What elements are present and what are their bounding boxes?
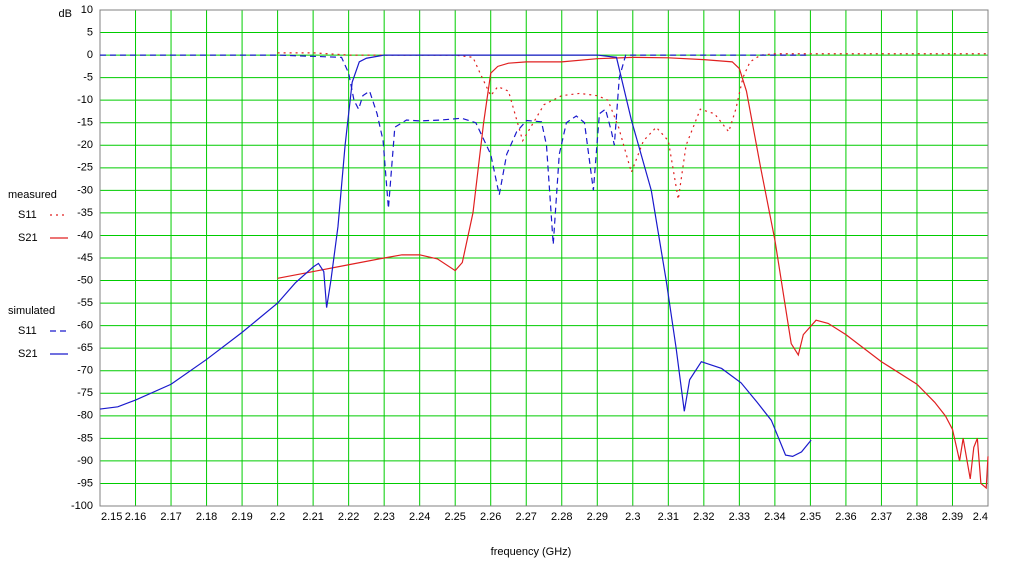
legend-label: S21 (18, 348, 38, 360)
x-tick-label: 2.3 (625, 511, 640, 523)
x-tick-label: 2.28 (551, 511, 572, 523)
x-tick-label: 2.22 (338, 511, 359, 523)
legend-group-title: measured (8, 189, 57, 201)
x-tick-label: 2.24 (409, 511, 430, 523)
y-tick-label: -25 (77, 162, 93, 174)
y-tick-label: -10 (77, 94, 93, 106)
y-tick-label: -95 (77, 477, 93, 489)
x-tick-label: 2.25 (444, 511, 465, 523)
x-tick-label: 2.31 (658, 511, 679, 523)
plot-frame (99, 9, 989, 507)
x-tick-label: 2.36 (835, 511, 856, 523)
legend-label: S11 (18, 325, 37, 337)
y-tick-label: -75 (77, 387, 93, 399)
y-tick-label: -80 (77, 410, 93, 422)
y-tick-label: -45 (77, 252, 93, 264)
series-line (277, 52, 988, 200)
x-tick-label: 2.35 (800, 511, 821, 523)
y-tick-label: -5 (83, 72, 93, 84)
x-tick-label: 2.15 (101, 511, 122, 523)
y-tick-label: -15 (77, 117, 93, 129)
x-tick-label: 2.38 (906, 511, 927, 523)
y-tick-label: -70 (77, 365, 93, 377)
x-tick-label: 2.37 (871, 511, 892, 523)
x-tick-label: 2.39 (942, 511, 963, 523)
x-tick-label: 2.32 (693, 511, 714, 523)
y-tick-label: -90 (77, 455, 93, 467)
x-tick-label: 2.19 (231, 511, 252, 523)
x-tick-label: 2.26 (480, 511, 501, 523)
x-tick-label: 2.2 (270, 511, 285, 523)
y-tick-label: -20 (77, 139, 93, 151)
x-tick-label: 2.4 (973, 511, 988, 523)
y-tick-label: -100 (71, 500, 93, 512)
x-tick-label: 2.27 (516, 511, 537, 523)
series-line (99, 54, 812, 458)
series-line (100, 54, 811, 245)
y-tick-label: -55 (77, 297, 93, 309)
y-tick-label: 10 (81, 4, 93, 16)
x-axis-label: frequency (GHz) (491, 546, 572, 558)
y-tick-label: 5 (87, 26, 93, 38)
legend-label: S21 (18, 232, 38, 244)
x-tick-label: 2.34 (764, 511, 785, 523)
x-tick-label: 2.21 (302, 511, 323, 523)
x-tick-label: 2.23 (373, 511, 394, 523)
x-tick-label: 2.17 (160, 511, 181, 523)
y-tick-label: -65 (77, 342, 93, 354)
y-tick-label: 0 (87, 49, 93, 61)
y-tick-label: -60 (77, 320, 93, 332)
x-tick-label: 2.16 (125, 511, 146, 523)
legend-label: S11 (18, 209, 37, 221)
series-line (277, 56, 989, 490)
y-tick-label: -30 (77, 184, 93, 196)
y-tick-label: -50 (77, 274, 93, 286)
x-tick-label: 2.29 (587, 511, 608, 523)
y-tick-label: -40 (77, 229, 93, 241)
legend-group-title: simulated (8, 305, 55, 317)
y-tick-label: -85 (77, 432, 93, 444)
y-axis-label: dB (59, 8, 72, 20)
x-tick-label: 2.18 (196, 511, 217, 523)
y-tick-label: -35 (77, 207, 93, 219)
x-tick-label: 2.33 (729, 511, 750, 523)
